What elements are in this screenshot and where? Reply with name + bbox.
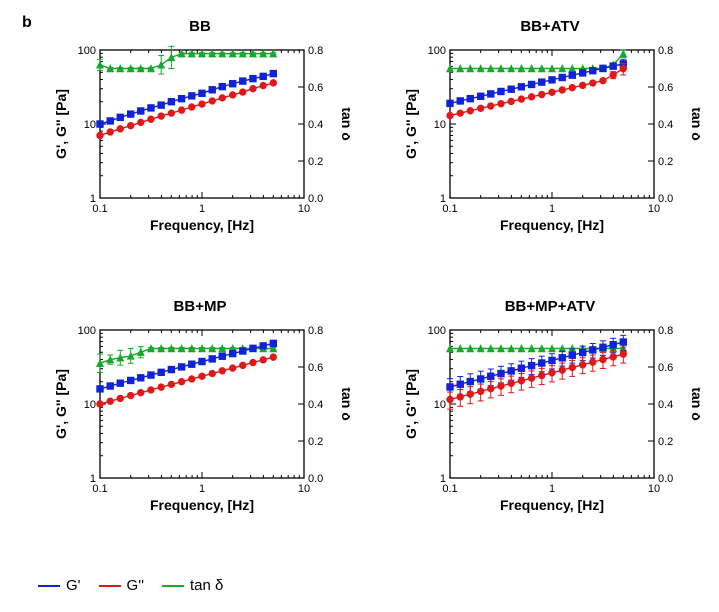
svg-text:0.6: 0.6 [658,362,673,374]
chart-title: BB [50,18,350,35]
chart-bb-mp: 0.1110Frequency, [Hz]110100G', G'' [Pa]0… [50,320,350,520]
svg-text:1: 1 [549,203,555,215]
svg-text:1: 1 [90,193,96,205]
chart-title: BB+ATV [400,18,700,35]
svg-text:1: 1 [199,483,205,495]
svg-text:0.0: 0.0 [308,193,323,205]
legend: G' G'' tan δ [38,577,223,594]
svg-text:0.4: 0.4 [658,399,673,411]
svg-text:0.2: 0.2 [658,436,673,448]
legend-swatch-tandelta [162,585,184,587]
legend-label-gdouble: G'' [127,577,144,594]
svg-text:0.0: 0.0 [658,193,673,205]
svg-text:0.2: 0.2 [308,436,323,448]
svg-text:1: 1 [440,473,446,485]
svg-text:0.6: 0.6 [308,362,323,374]
legend-item-gprime: G' [38,577,81,594]
svg-text:0.8: 0.8 [308,45,323,57]
svg-text:tan δ: tan δ [339,107,350,140]
legend-item-gdouble: G'' [99,577,144,594]
svg-text:1: 1 [440,193,446,205]
svg-text:G', G'' [Pa]: G', G'' [Pa] [53,89,69,159]
svg-text:10: 10 [84,399,96,411]
legend-swatch-gdouble [99,585,121,587]
svg-text:0.8: 0.8 [308,325,323,337]
svg-text:1: 1 [549,483,555,495]
svg-text:Frequency, [Hz]: Frequency, [Hz] [150,217,254,233]
svg-text:0.4: 0.4 [658,119,673,131]
legend-swatch-gprime [38,585,60,587]
svg-text:100: 100 [428,325,446,337]
svg-text:1: 1 [90,473,96,485]
chart-title: BB+MP [50,298,350,315]
svg-text:0.8: 0.8 [658,325,673,337]
svg-text:0.6: 0.6 [658,82,673,94]
chart-bb: 0.1110Frequency, [Hz]110100G', G'' [Pa]0… [50,40,350,240]
svg-text:G', G'' [Pa]: G', G'' [Pa] [53,369,69,439]
svg-text:0.8: 0.8 [658,45,673,57]
svg-text:0.0: 0.0 [308,473,323,485]
svg-text:100: 100 [78,45,96,57]
svg-text:100: 100 [428,45,446,57]
svg-text:10: 10 [434,119,446,131]
svg-text:Frequency, [Hz]: Frequency, [Hz] [500,497,604,513]
legend-label-gprime: G' [66,577,81,594]
svg-text:G', G'' [Pa]: G', G'' [Pa] [403,89,419,159]
svg-text:Frequency, [Hz]: Frequency, [Hz] [150,497,254,513]
svg-text:G', G'' [Pa]: G', G'' [Pa] [403,369,419,439]
svg-text:0.6: 0.6 [308,82,323,94]
svg-text:0.4: 0.4 [308,119,323,131]
chart-bb-atv: 0.1110Frequency, [Hz]110100G', G'' [Pa]0… [400,40,700,240]
chart-bb-mp-atv: 0.1110Frequency, [Hz]110100G', G'' [Pa]0… [400,320,700,520]
svg-text:tan δ: tan δ [689,387,700,420]
svg-text:tan δ: tan δ [689,107,700,140]
svg-text:10: 10 [434,399,446,411]
svg-text:100: 100 [78,325,96,337]
legend-label-tandelta: tan δ [190,577,223,594]
chart-title: BB+MP+ATV [400,298,700,315]
legend-item-tandelta: tan δ [162,577,223,594]
svg-text:10: 10 [84,119,96,131]
svg-text:Frequency, [Hz]: Frequency, [Hz] [500,217,604,233]
svg-text:tan δ: tan δ [339,387,350,420]
svg-text:1: 1 [199,203,205,215]
svg-text:0.4: 0.4 [308,399,323,411]
svg-text:0.2: 0.2 [658,156,673,168]
panel-label: b [22,14,32,32]
svg-text:0.2: 0.2 [308,156,323,168]
svg-text:0.0: 0.0 [658,473,673,485]
